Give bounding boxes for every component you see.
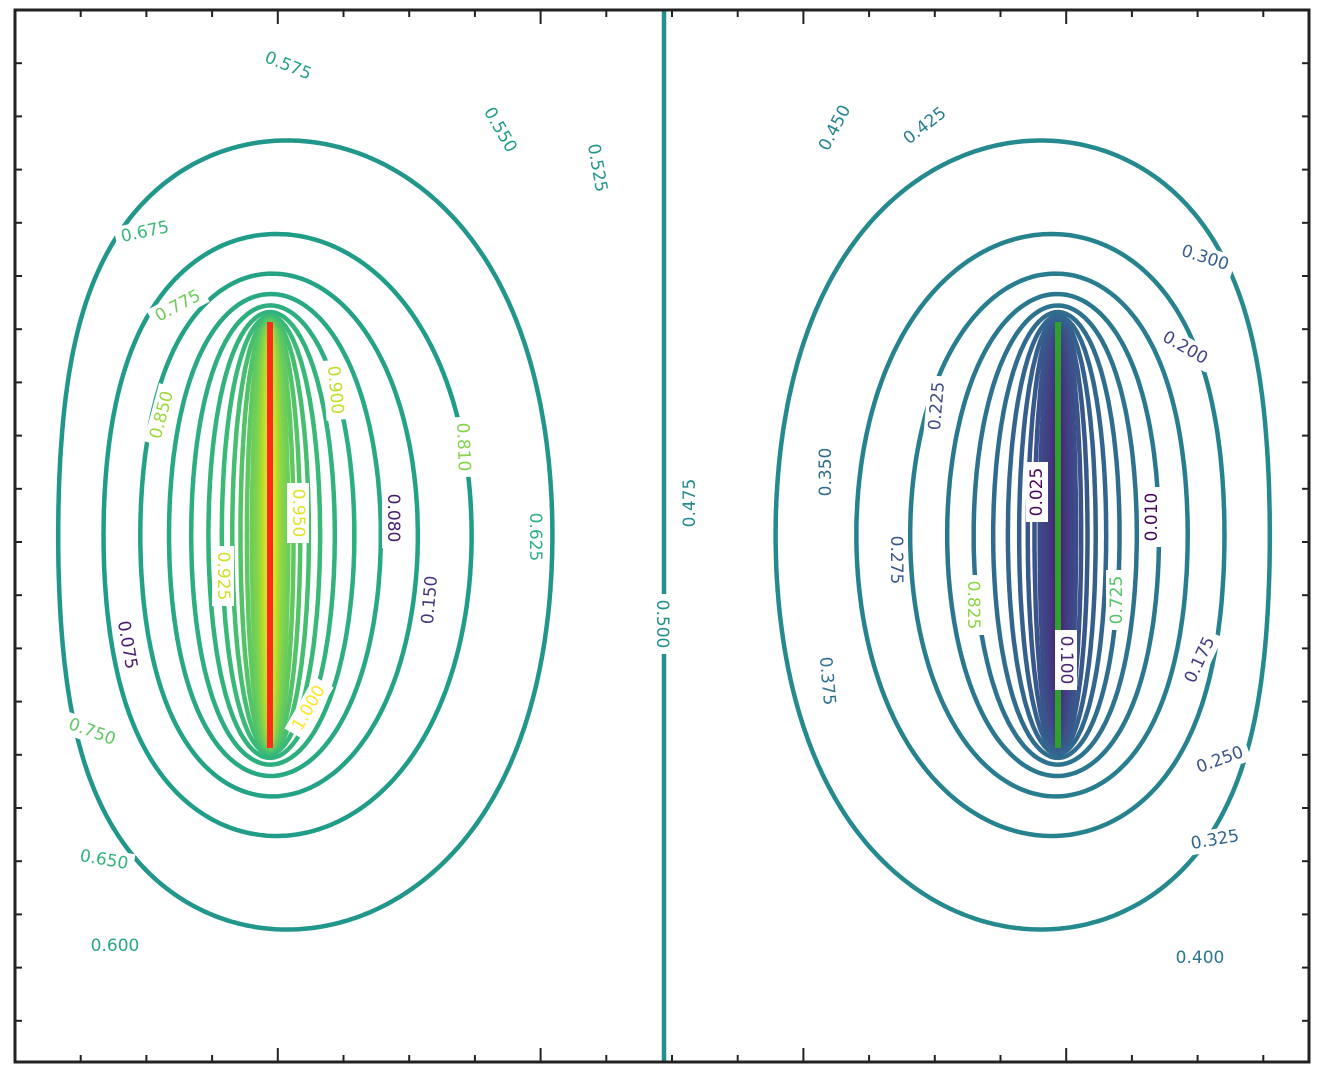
contour-label: 0.575 xyxy=(256,44,320,88)
contour-label-text: 0.525 xyxy=(583,142,611,193)
contour-label: 0.950 xyxy=(287,483,309,543)
contour-label-text: 0.025 xyxy=(1027,468,1047,517)
contour-label: 0.810 xyxy=(450,416,476,478)
contour-label: 0.010 xyxy=(1141,487,1163,547)
contour-label-text: 0.300 xyxy=(1179,241,1231,275)
contour-label: 0.225 xyxy=(923,375,951,437)
contour-label-text: 0.100 xyxy=(1056,636,1076,685)
contour-label-text: 0.810 xyxy=(452,422,474,471)
contour-label-text: 0.925 xyxy=(213,552,233,601)
contour-label: 0.275 xyxy=(885,530,907,590)
contour-label-text: 0.775 xyxy=(152,286,204,327)
contour-line xyxy=(101,231,474,839)
contour-label: 0.550 xyxy=(475,98,525,162)
contour-label: 0.080 xyxy=(382,488,404,548)
contour-label-text: 0.225 xyxy=(925,381,949,431)
contour-line xyxy=(854,231,1227,839)
contour-label-text: 0.150 xyxy=(418,575,442,625)
contour-label: 0.675 xyxy=(113,215,177,249)
contour-label: 0.825 xyxy=(962,575,984,635)
contour-label-text: 0.080 xyxy=(383,494,403,543)
contour-label-text: 0.950 xyxy=(288,489,308,538)
contour-label-text: 0.325 xyxy=(1189,826,1240,854)
contour-line xyxy=(206,309,338,761)
contour-label-text: 0.500 xyxy=(652,600,672,649)
contour-label: 0.775 xyxy=(146,282,210,330)
contour-line xyxy=(166,291,384,779)
contour-label-text: 0.010 xyxy=(1142,493,1162,542)
contour-label: 0.425 xyxy=(894,98,956,154)
contour-label: 0.175 xyxy=(1177,628,1223,692)
contour-label: 0.500 xyxy=(651,594,673,654)
contour-label: 0.350 xyxy=(815,442,837,502)
contour-label: 0.900 xyxy=(321,359,349,421)
contour-label-text: 0.375 xyxy=(815,656,839,706)
contour-label: 0.250 xyxy=(1188,739,1252,781)
contour-label: 0.750 xyxy=(60,711,124,753)
contour-label-text: 0.750 xyxy=(66,714,119,749)
contour-label: 0.475 xyxy=(679,473,701,533)
contour-label: 0.725 xyxy=(1106,570,1128,630)
contour-label-text: 0.650 xyxy=(78,846,129,874)
contour-lines xyxy=(55,10,1273,1062)
contour-line xyxy=(1016,316,1098,754)
contour-label-text: 0.200 xyxy=(1159,327,1211,369)
contour-label-text: 0.400 xyxy=(1176,948,1225,968)
contour-label-text: 0.450 xyxy=(815,102,856,154)
contour-label-text: 0.725 xyxy=(1107,576,1127,625)
contour-label: 0.100 xyxy=(1055,630,1077,690)
contour-label-text: 0.625 xyxy=(525,513,545,562)
contour-label: 0.375 xyxy=(813,650,841,712)
contour-line xyxy=(773,138,1273,932)
contour-label: 0.525 xyxy=(580,136,614,200)
contour-label-text: 0.350 xyxy=(816,448,836,497)
contour-label: 0.400 xyxy=(1170,947,1230,969)
contour-label-text: 0.550 xyxy=(479,104,521,156)
plot-frame xyxy=(13,8,1311,1064)
contour-label: 0.450 xyxy=(811,96,859,160)
contour-line xyxy=(188,303,357,767)
contour-label: 0.925 xyxy=(212,546,234,606)
contour-label-text: 0.475 xyxy=(680,479,700,528)
contour-label-text: 0.825 xyxy=(963,581,983,630)
contour-label: 0.650 xyxy=(72,843,136,877)
contour-label-text: 0.275 xyxy=(886,536,906,585)
contour-label: 0.025 xyxy=(1026,462,1048,522)
contour-label: 0.625 xyxy=(524,507,546,567)
contour-label: 0.150 xyxy=(416,569,444,631)
contour-label: 0.600 xyxy=(85,935,145,957)
contour-label: 0.300 xyxy=(1173,238,1237,278)
contour-label-text: 0.600 xyxy=(91,936,140,956)
contour-line xyxy=(1005,313,1109,757)
contour-label-text: 0.575 xyxy=(262,48,315,85)
contour-label-text: 0.900 xyxy=(323,365,347,415)
